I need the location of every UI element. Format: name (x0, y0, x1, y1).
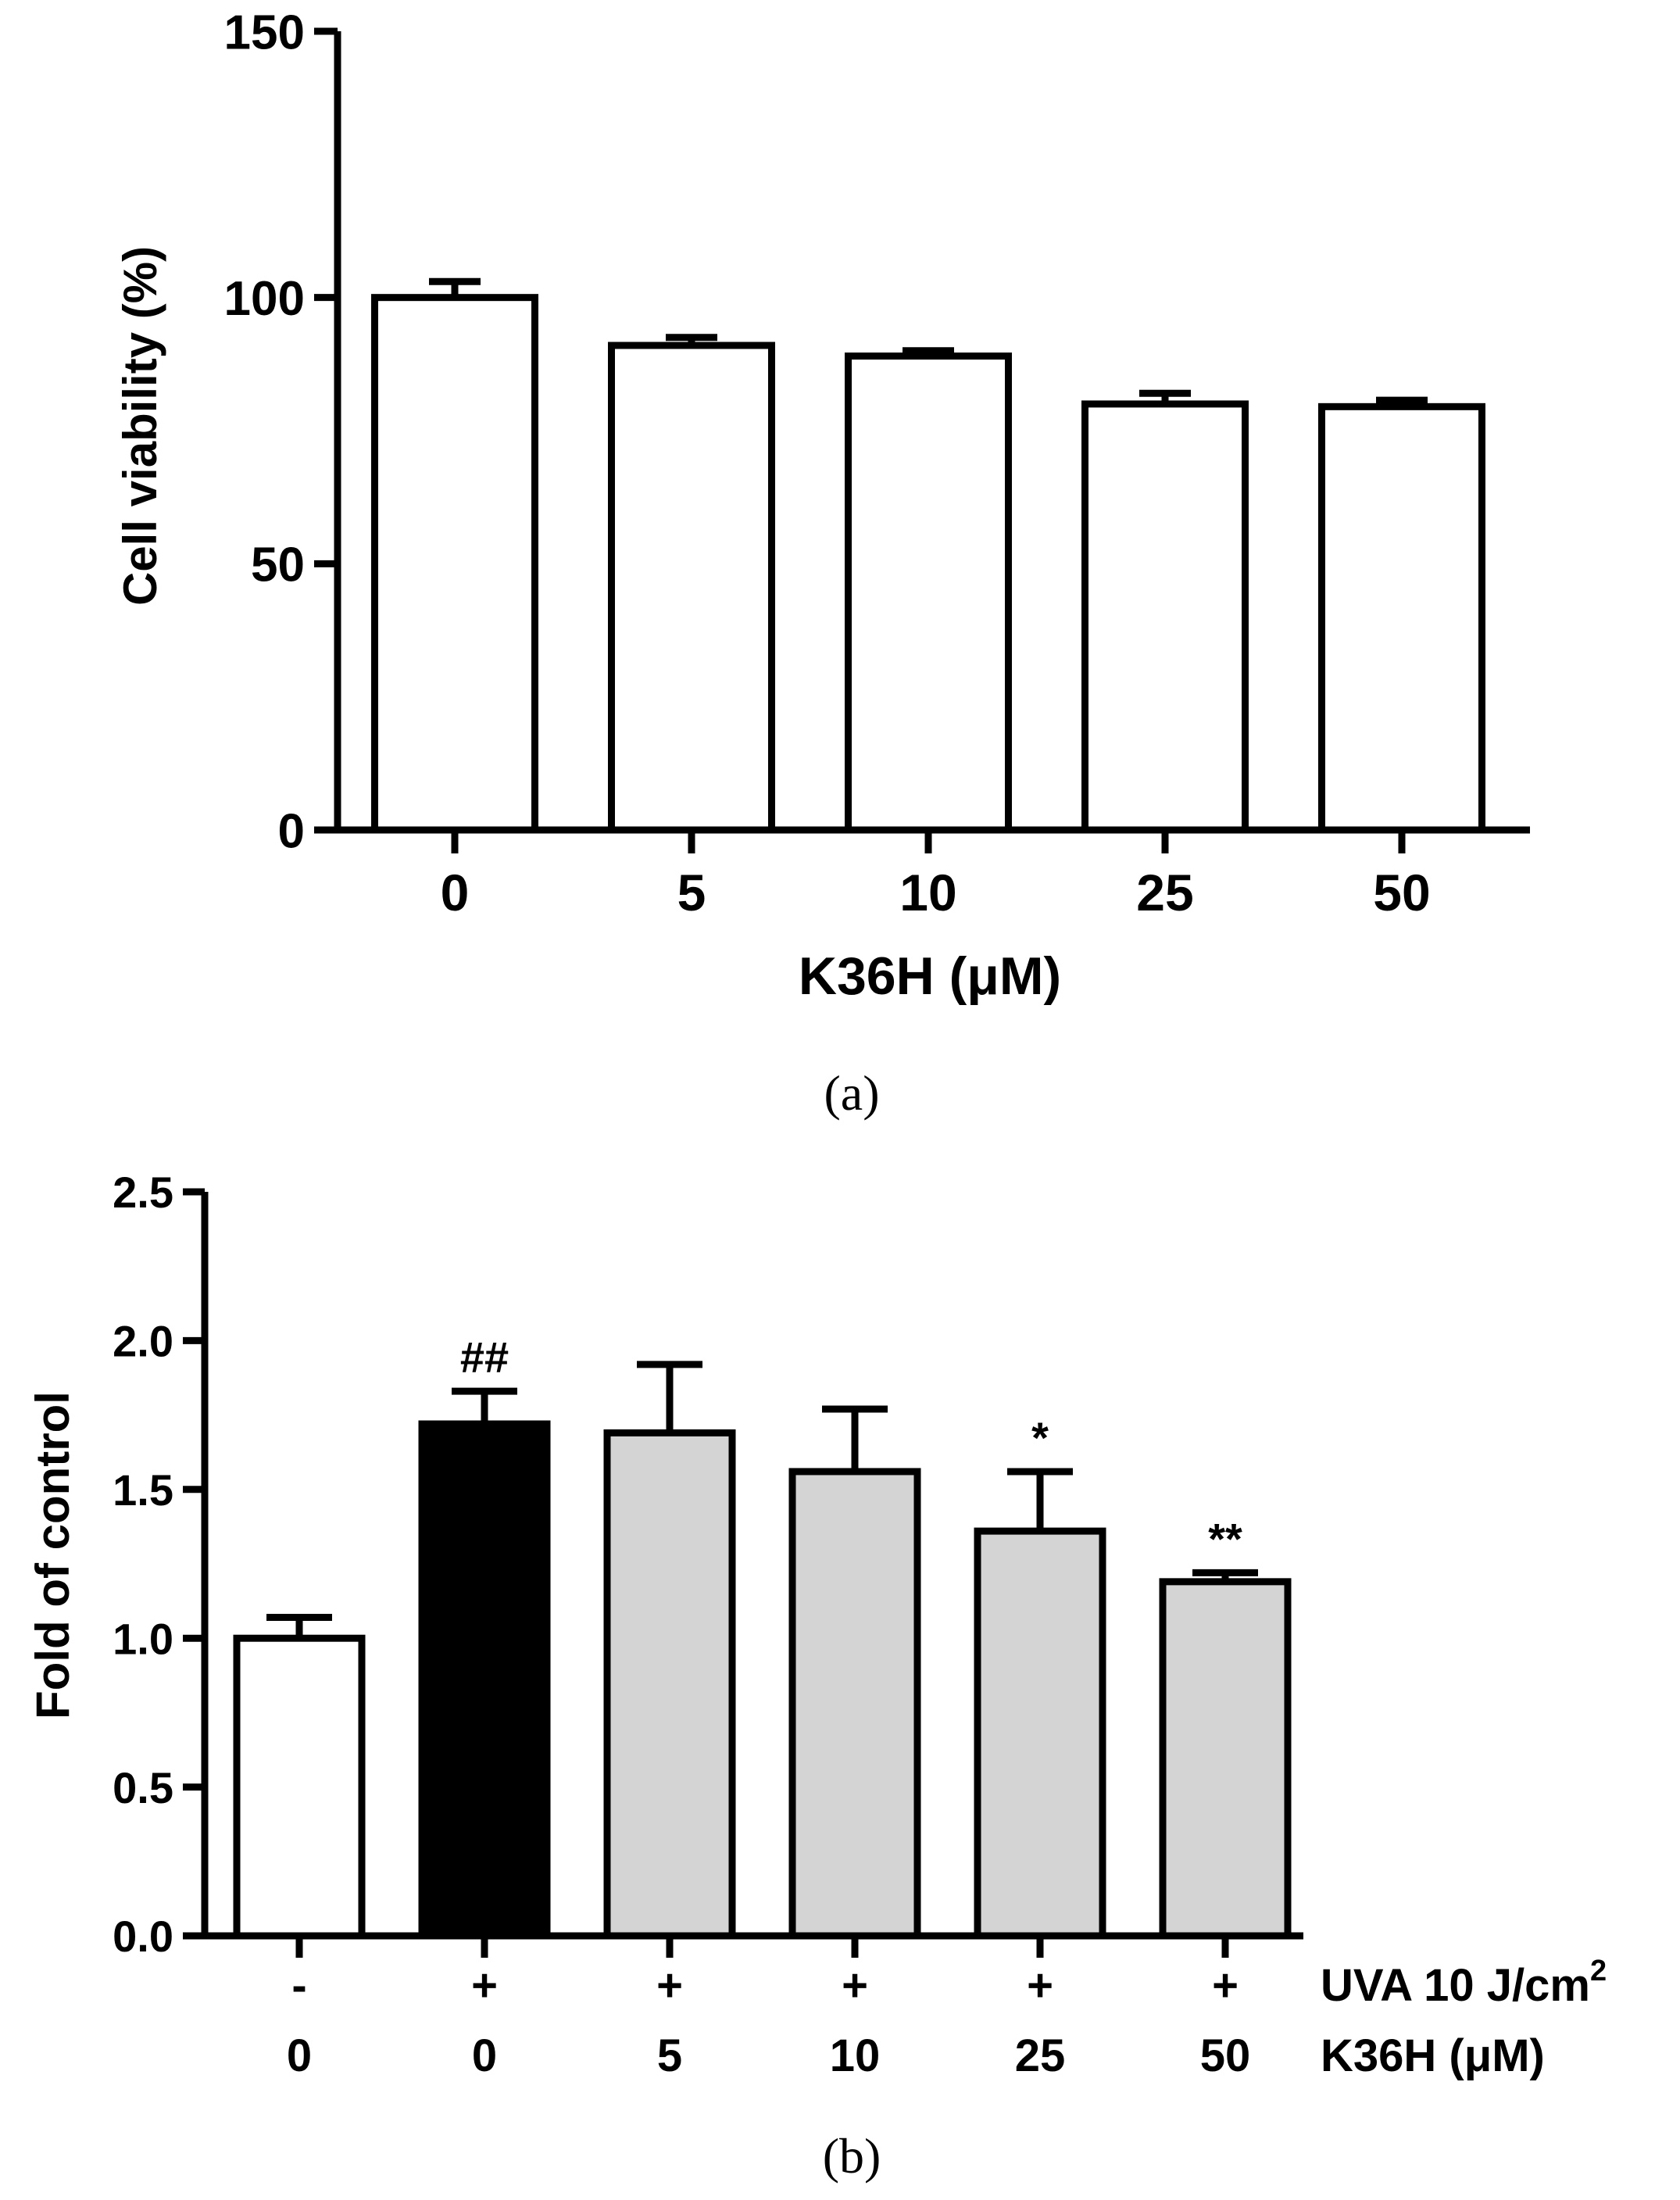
chart-a-x-axis-title: K36H (μM) (799, 946, 1061, 1006)
chart-1-x-tick-label-2: 5 (657, 2030, 682, 2081)
chart-0-x-tick-label-3: 25 (1136, 864, 1193, 921)
chart-b-panel-label: (b) (823, 2128, 881, 2184)
chart-0-bar-3 (1081, 400, 1249, 834)
chart-1-y-tick-label-0: 0.0 (113, 1912, 173, 1961)
chart-0-x-tick-label-0: 0 (441, 864, 470, 921)
chart-1-x-tick-label-3: 10 (830, 2030, 881, 2081)
chart-a-bars (371, 277, 1485, 834)
chart-1-y-tick-label-2: 1.0 (113, 1614, 173, 1663)
chart-0-bar-1 (608, 342, 775, 834)
chart-1-uva-sign-2: + (656, 1960, 683, 2011)
chart-a-x-ticks: 0 5 10 25 50 (441, 864, 1431, 921)
chart-1-bar-1 (418, 1420, 551, 1940)
chart-0-y-tick-label-1: 50 (251, 538, 305, 592)
chart-1-y-tick-label-1: 0.5 (113, 1763, 173, 1812)
chart-1-uva-sign-0: - (291, 1960, 306, 2011)
chart-1-uva-sign-5: + (1212, 1960, 1239, 2011)
chart-0-bar-2 (845, 352, 1012, 834)
chart-a-panel-label: (a) (824, 1065, 879, 1121)
chart-0-x-tick-label-4: 50 (1373, 864, 1430, 921)
chart-b-x-ticks: 0 - 0 +5 +10 +25 +50 + (287, 1960, 1250, 2081)
chart-b-uva-row-label: UVA 10 J/cm2 (1321, 1955, 1607, 2011)
chart-0-y-tick-label-2: 100 (224, 272, 305, 326)
chart-b: 0.00.51.01.52.02.5 0-0+5+10+25+50+ ##***… (27, 1168, 1607, 2184)
chart-1-uva-sign-1: + (471, 1960, 498, 2011)
chart-b-uva-row-label-superscript: 2 (1590, 1955, 1607, 1987)
chart-1-bar-3 (788, 1468, 921, 1940)
chart-1-annotation-5: ** (1208, 1514, 1242, 1563)
chart-a-y-axis-title: Cell viability (%) (114, 246, 166, 606)
chart-0-x-tick-label-1: 5 (677, 864, 706, 921)
chart-0-bar-4 (1318, 402, 1485, 834)
chart-1-bar-4 (974, 1527, 1106, 1940)
chart-1-uva-sign-4: + (1027, 1960, 1053, 2011)
chart-0-y-tick-label-3: 150 (224, 5, 305, 59)
chart-1-x-tick-label-0: 0 (287, 2030, 312, 2081)
chart-1-annotation-1: ## (460, 1333, 509, 1382)
chart-b-axes (183, 1188, 1303, 1958)
chart-1-uva-sign-3: + (842, 1960, 868, 2011)
chart-1-bar-0 (233, 1634, 366, 1940)
chart-b-annotations: ##*** (460, 1333, 1242, 1563)
chart-a: 0 50 100 150 0 5 10 25 50 Cell viability (%) K3… (114, 5, 1530, 1121)
chart-1-y-tick-label-5: 2.5 (113, 1168, 173, 1217)
chart-0-bar-0 (371, 294, 538, 834)
chart-b-uva-row-label-text: UVA 10 J/cm (1321, 1960, 1590, 2011)
chart-1-y-tick-label-4: 2.0 (113, 1317, 173, 1366)
chart-1-x-tick-label-1: 0 (472, 2030, 497, 2081)
chart-1-annotation-4: * (1031, 1413, 1049, 1462)
chart-1-x-tick-label-4: 25 (1015, 2030, 1066, 2081)
chart-0-y-tick-label-0: 0 (278, 804, 305, 858)
chart-b-bars (233, 1361, 1292, 1940)
chart-0-x-tick-label-2: 10 (899, 864, 956, 921)
chart-b-k36h-row-label: K36H (μM) (1321, 2030, 1545, 2081)
chart-1-y-tick-label-3: 1.5 (113, 1465, 173, 1515)
chart-1-bar-5 (1159, 1578, 1292, 1940)
chart-1-x-tick-label-5: 50 (1200, 2030, 1251, 2081)
chart-b-y-axis-title: Fold of control (27, 1391, 79, 1719)
chart-a-axes (314, 27, 1530, 853)
chart-1-bar-2 (603, 1429, 736, 1940)
chart-a-y-ticks: 0 50 100 150 (224, 5, 305, 858)
chart-b-y-ticks: 0.0 0.5 1.0 1.5 2.0 2.5 (113, 1168, 173, 1961)
